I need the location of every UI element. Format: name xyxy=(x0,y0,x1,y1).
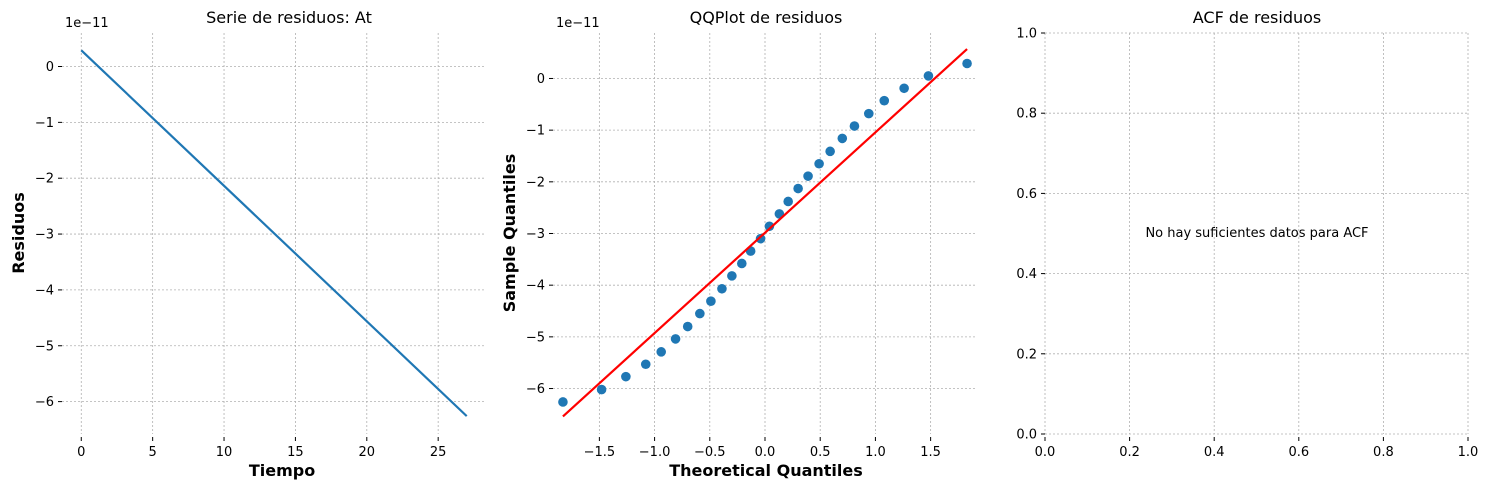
qqplot-point xyxy=(962,58,972,69)
acf-y-tick-label: 0.2 xyxy=(1016,347,1037,362)
qqplot-x-tick-label: 1.0 xyxy=(865,445,886,460)
qqplot-point xyxy=(596,384,607,395)
residual-series-y-tick-label: 0 xyxy=(46,60,54,75)
qqplot-y-tick-label: −4 xyxy=(526,279,545,294)
qqplot-point xyxy=(849,121,860,131)
acf-x-tick-label: 0.2 xyxy=(1119,445,1140,460)
qqplot-point xyxy=(682,321,693,332)
qqplot-y-offset: 1e−11 xyxy=(556,16,600,31)
residual-series-y-tick-label: −6 xyxy=(35,395,54,410)
qqplot-y-tick-label: −1 xyxy=(526,124,545,139)
residual-series-y-tick-label: −5 xyxy=(35,339,54,354)
qqplot-point xyxy=(899,83,909,94)
qqplot-point xyxy=(863,108,874,119)
residual-series-line xyxy=(80,49,468,417)
acf-title: ACF de residuos xyxy=(1193,8,1321,27)
qqplot-y-tick-label: −5 xyxy=(526,330,545,345)
qqplot-point xyxy=(737,258,747,269)
residual-series-y-offset: 1e−11 xyxy=(65,16,109,31)
qqplot-point xyxy=(755,233,766,244)
residual-series-y-tick-label: −4 xyxy=(35,283,54,298)
qqplot-point xyxy=(879,95,890,106)
qqplot-x-tick-label: 0.0 xyxy=(755,445,776,460)
acf-annotation: No hay suficientes datos para ACF xyxy=(1145,226,1368,241)
qqplot-point xyxy=(717,283,727,294)
qqplot-point xyxy=(825,146,835,157)
acf-panel: 0.0 0.2 0.4 0.6 0.8 1.0 0.0 0.2 0.4 0.6 0.8 1.0 ACF… xyxy=(1016,8,1478,460)
qqplot-point xyxy=(814,158,824,169)
acf-y-tick-label: 0.8 xyxy=(1016,107,1037,122)
acf-x-tick-label: 0.4 xyxy=(1204,445,1225,460)
qqplot-panel: −1.5 −1.0 −0.5 0.0 0.5 1.0 1.5 0 −1 −2 −3 −4 −5 −6 QQ… xyxy=(500,8,977,480)
residual-series-title: Serie de residuos: At xyxy=(206,8,372,27)
qqplot-y-tick-label: −3 xyxy=(526,227,545,242)
residual-series-panel: 0 5 10 15 20 25 0 −1 −2 −3 −4 −5 −6 Serie de residuo… xyxy=(9,8,486,480)
qqplot-x-tick-label: −0.5 xyxy=(694,445,726,460)
qqplot-y-tick-label: 0 xyxy=(537,72,545,87)
qqplot-point xyxy=(670,334,681,344)
acf-x-tick-label: 1.0 xyxy=(1458,445,1479,460)
residual-series-x-tick-label: 10 xyxy=(216,445,233,460)
acf-y-tick-label: 0.4 xyxy=(1016,267,1037,282)
qqplot-title: QQPlot de residuos xyxy=(690,8,843,27)
qqplot-y-label: Sample Quantiles xyxy=(500,154,519,313)
acf-x-tick-label: 0.8 xyxy=(1373,445,1394,460)
qqplot-point xyxy=(803,171,813,181)
qqplot-point xyxy=(558,397,568,407)
residual-series-y-tick-label: −2 xyxy=(35,172,54,187)
acf-x-tick-label: 0.6 xyxy=(1288,445,1309,460)
qqplot-point xyxy=(783,196,793,207)
residual-series-x-tick-label: 5 xyxy=(149,445,157,460)
acf-y-tick-label: 1.0 xyxy=(1016,27,1037,42)
qqplot-x-tick-label: 0.5 xyxy=(810,445,831,460)
residual-series-x-tick-label: 0 xyxy=(77,445,85,460)
residual-series-y-tick-label: −1 xyxy=(35,116,54,131)
qqplot-y-tick-label: −2 xyxy=(526,175,545,190)
qqplot-x-tick-label: −1.0 xyxy=(639,445,671,460)
qqplot-point xyxy=(695,308,705,319)
qqplot-point xyxy=(727,271,737,281)
residual-series-x-tick-label: 25 xyxy=(430,445,447,460)
residual-series-y-label: Residuos xyxy=(9,192,28,274)
residual-series-x-tick-label: 20 xyxy=(359,445,376,460)
qqplot-point xyxy=(706,296,716,306)
acf-y-tick-label: 0.0 xyxy=(1016,428,1037,443)
qqplot-point xyxy=(764,221,775,232)
qqplot-point xyxy=(621,371,631,382)
qqplot-point xyxy=(837,133,848,144)
residual-series-x-label: Tiempo xyxy=(249,461,315,480)
acf-y-tick-label: 0.6 xyxy=(1016,187,1037,202)
acf-x-tick-label: 0.0 xyxy=(1035,445,1056,460)
qqplot-y-tick-label: −6 xyxy=(526,382,545,397)
qqplot-point xyxy=(640,359,651,370)
qqplot-x-label: Theoretical Quantiles xyxy=(669,461,863,480)
qqplot-point xyxy=(656,347,667,357)
residual-series-x-tick-label: 15 xyxy=(287,445,304,460)
qqplot-point xyxy=(793,183,803,194)
qqplot-point xyxy=(923,71,934,81)
residual-series-y-tick-label: −3 xyxy=(35,228,54,243)
qqplot-x-tick-label: −1.5 xyxy=(584,445,616,460)
qqplot-reference-line xyxy=(562,48,968,418)
qqplot-x-tick-label: 1.5 xyxy=(920,445,941,460)
